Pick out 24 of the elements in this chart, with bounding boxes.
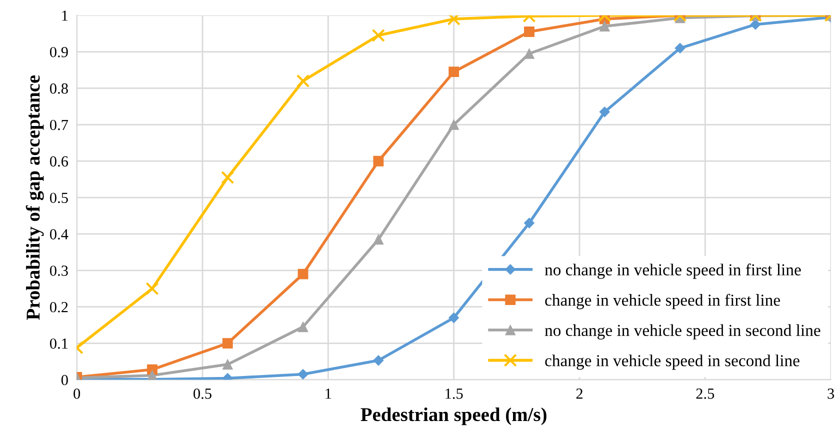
y-tick-label: 0.1 xyxy=(50,338,68,349)
legend-label: change in vehicle speed in first line xyxy=(545,294,780,310)
legend-label: no change in vehicle speed in second line xyxy=(544,324,820,340)
x-axis-title: Pedestrian speed (m/s) xyxy=(360,407,546,426)
legend-label: change in vehicle speed in second line xyxy=(545,354,800,370)
x-tick-label: 0.5 xyxy=(194,388,212,399)
y-axis-title: Probability of gap acceptance xyxy=(26,75,44,320)
x-tick-label: 1.5 xyxy=(446,388,463,399)
y-tick-label: 1 xyxy=(62,10,68,21)
legend-label: no change in vehicle speed in first line xyxy=(544,264,801,279)
x-tick-label: 0 xyxy=(74,388,80,399)
x-tick-label: 3 xyxy=(828,388,834,399)
x-tick-label: 1 xyxy=(326,388,332,399)
y-tick-label: 0.6 xyxy=(50,156,68,167)
y-tick-label: 0.7 xyxy=(50,120,68,130)
y-tick-label: 0.5 xyxy=(50,192,68,204)
y-tick-label: 0.8 xyxy=(50,83,68,94)
x-tick-label: 2 xyxy=(576,388,582,399)
y-tick-label: 0.3 xyxy=(50,266,68,276)
y-tick-label: 0.4 xyxy=(50,229,68,240)
y-tick-label: 0 xyxy=(61,374,68,386)
x-tick-label: 2.5 xyxy=(696,388,714,399)
y-tick-label: 0.9 xyxy=(50,46,68,58)
y-tick-label: 0.2 xyxy=(50,302,68,312)
